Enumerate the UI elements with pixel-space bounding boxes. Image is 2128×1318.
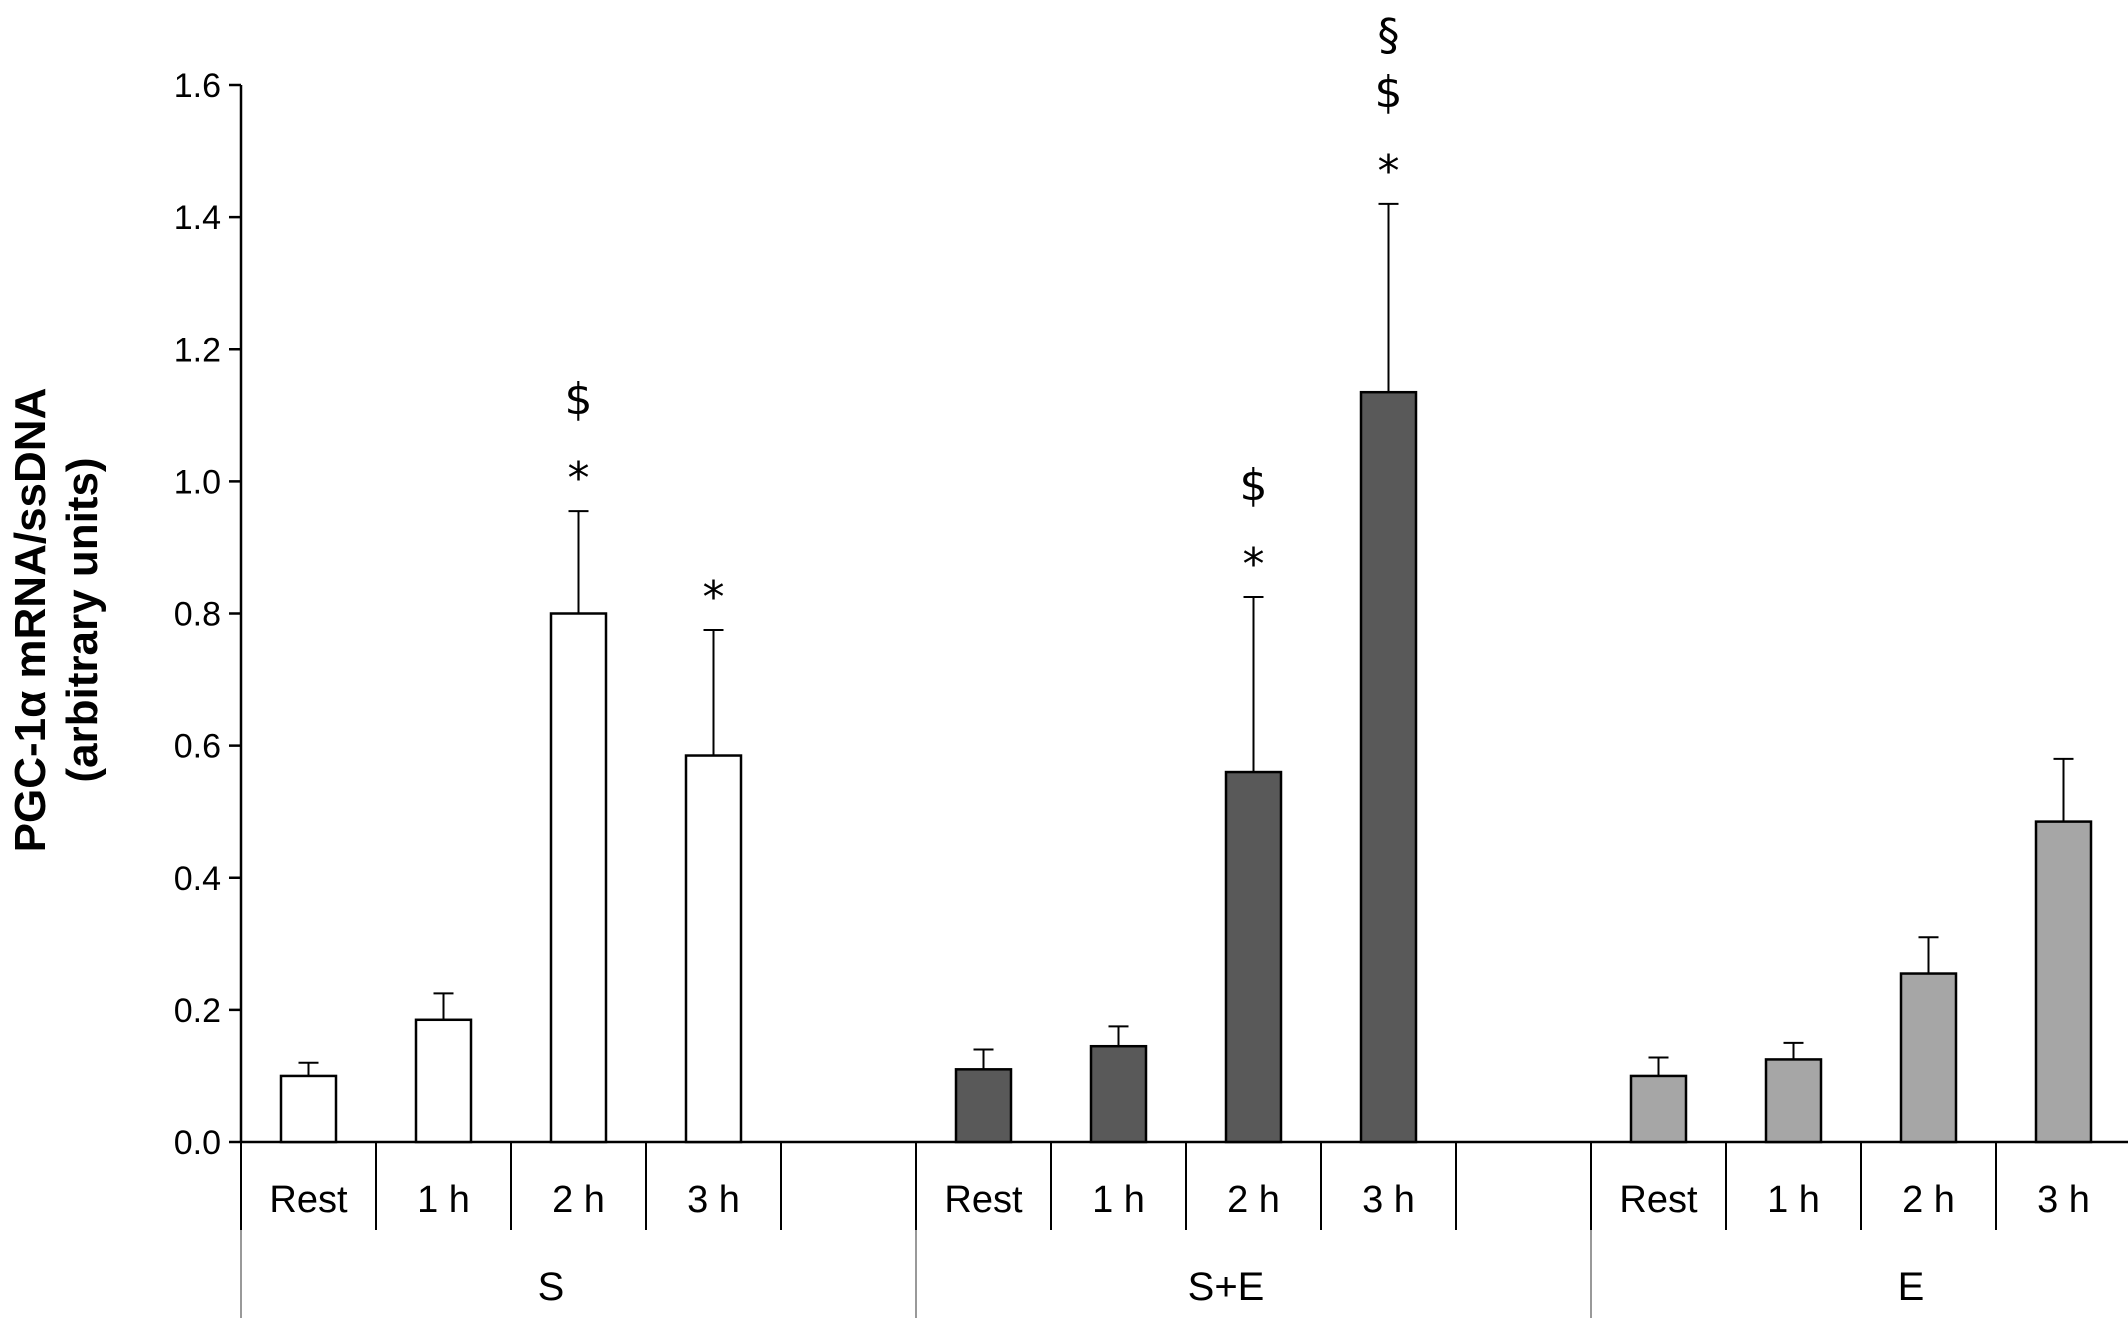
bar-S+E-3h (1359, 390, 1418, 1144)
significance-annotation: $ (1375, 67, 1403, 118)
category-label: 2 h (1227, 1179, 1280, 1221)
y-tick-label: 1.4 (174, 199, 221, 237)
bar-S+E-1h (1089, 1044, 1148, 1144)
y-tick-label: 0.6 (174, 728, 221, 766)
significance-annotation: * (703, 572, 725, 623)
bar-S-Rest (279, 1074, 338, 1144)
y-tick-label: 1.6 (174, 67, 221, 105)
category-label: 3 h (2037, 1179, 2090, 1221)
category-label: Rest (944, 1179, 1023, 1221)
significance-annotation: § (1378, 10, 1400, 61)
bar-S-2h (549, 612, 608, 1144)
y-tick-label: 0.2 (174, 992, 221, 1030)
labels: S Rest 1 h 2 h * $3 h * S+E Rest 1 h 2 h * $3 h * $ § E R… (269, 10, 2089, 1309)
bar-S+E-2h (1224, 770, 1283, 1144)
bar-E-3h (2034, 820, 2093, 1144)
category-label: 3 h (1362, 1179, 1415, 1221)
group-label-E: E (1898, 1265, 1925, 1309)
significance-annotation: * (1378, 146, 1400, 197)
category-label: 2 h (552, 1179, 605, 1221)
significance-annotation: $ (1240, 460, 1268, 511)
category-label: 1 h (417, 1179, 470, 1221)
y-axis-label: PGC-1α mRNA/ssDNA (arbitrary units) (6, 388, 107, 853)
y-tick-label: 0.4 (174, 860, 221, 898)
bars (279, 202, 2093, 1144)
y-tick-label: 1.0 (174, 463, 221, 501)
group-label-S: S (538, 1265, 565, 1309)
category-label: 1 h (1092, 1179, 1145, 1221)
bar-S+E-Rest (954, 1068, 1013, 1144)
group-label-S+E: S+E (1188, 1265, 1265, 1309)
bar-S-1h (414, 1018, 473, 1144)
y-axis-label-line-1: PGC-1α mRNA/ssDNA (6, 388, 55, 853)
significance-annotation: * (1243, 539, 1265, 590)
bar-E-Rest (1629, 1074, 1688, 1144)
category-label: Rest (1619, 1179, 1698, 1221)
significance-annotation: * (568, 453, 590, 504)
category-label: Rest (269, 1179, 348, 1221)
category-label: 3 h (687, 1179, 740, 1221)
y-tick-label: 0.0 (174, 1124, 221, 1162)
significance-annotation: $ (565, 374, 593, 425)
bar-E-2h (1899, 972, 1958, 1144)
y-axis-label-line-2: (arbitrary units) (58, 457, 107, 782)
category-label: 2 h (1902, 1179, 1955, 1221)
y-tick-label: 0.8 (174, 596, 221, 634)
category-label: 1 h (1767, 1179, 1820, 1221)
y-tick-label: 1.2 (174, 331, 221, 369)
bar-E-1h (1764, 1058, 1823, 1144)
bar-S-3h (684, 754, 743, 1144)
